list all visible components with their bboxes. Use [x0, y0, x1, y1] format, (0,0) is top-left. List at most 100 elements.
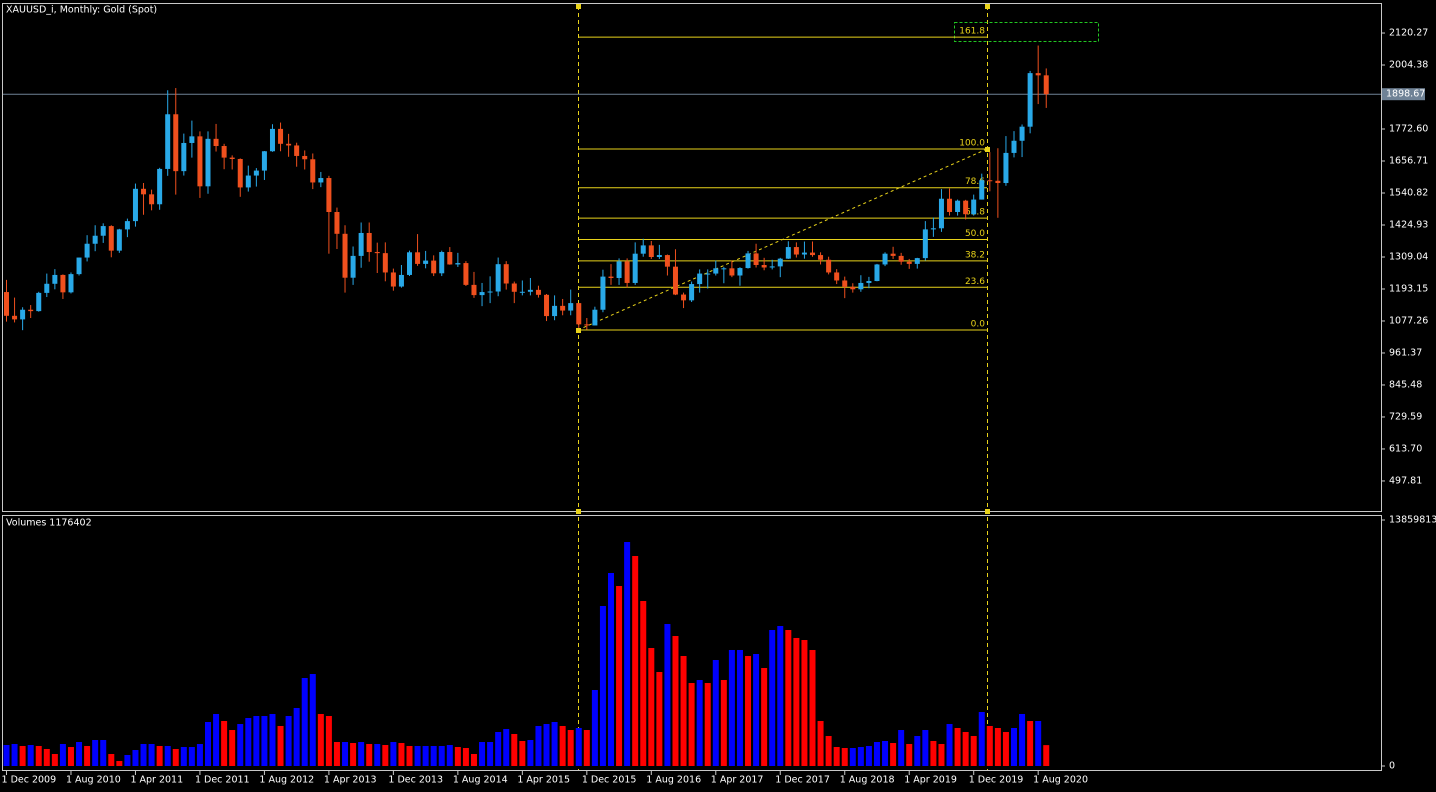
fib-level-label: 38.2: [965, 250, 985, 260]
volume-bar: [632, 555, 639, 766]
candle-body: [189, 136, 195, 143]
candle-body: [947, 198, 953, 212]
volume-bar: [986, 725, 993, 766]
x-tick-label: 1 Dec 2015: [582, 775, 637, 786]
volume-bar: [454, 747, 461, 766]
y-tick-label: 1540.82: [1389, 187, 1428, 198]
current-price-label: 1898.67: [1386, 89, 1425, 100]
candle-body: [407, 252, 412, 275]
candle-body: [987, 180, 993, 182]
candle-body: [656, 255, 662, 257]
current-price-box: [1382, 88, 1425, 101]
x-tick-label: 1 Aug 2020: [1033, 775, 1088, 786]
candle-body: [955, 200, 961, 212]
volume-bar: [132, 750, 139, 766]
candle-body: [423, 260, 429, 264]
candle-body: [552, 305, 558, 317]
volume-bar: [648, 648, 655, 766]
volume-bar: [180, 747, 187, 766]
volume-bar: [591, 689, 598, 766]
volume-bar: [511, 733, 518, 766]
candle-body: [326, 178, 332, 212]
volume-bar: [922, 730, 929, 766]
candle-body: [4, 292, 9, 316]
volume-bar: [11, 743, 18, 766]
volume-bar: [285, 716, 292, 766]
volume-bar: [156, 745, 163, 766]
volume-bar: [406, 745, 413, 766]
y-tick-label: 2004.38: [1389, 60, 1428, 71]
volume-bar: [712, 660, 719, 766]
volume-bar: [753, 654, 760, 766]
x-tick-label: 1 Apr 2011: [130, 775, 183, 786]
y-tick-label: 497.81: [1389, 475, 1422, 486]
volume-bar: [745, 655, 752, 766]
volume-bar: [358, 742, 365, 766]
candle-body: [36, 292, 42, 312]
volume-bar: [390, 742, 397, 766]
volume-bar: [728, 649, 735, 766]
volume-bar: [43, 748, 50, 766]
candle-body: [221, 146, 227, 158]
x-tick-label: 1 Aug 2012: [259, 775, 314, 786]
fib-level-label: 23.6: [965, 277, 985, 287]
candle-body: [116, 229, 122, 251]
price-panel: [2, 3, 1382, 512]
volume-bar: [84, 745, 91, 766]
candle-body: [342, 233, 348, 278]
candle-body: [826, 259, 832, 273]
volume-bar: [205, 721, 211, 766]
volume-bar: [543, 724, 550, 766]
candle-body: [12, 315, 18, 320]
volume-bar: [527, 739, 534, 766]
candle-body: [1019, 126, 1025, 141]
candle-body: [76, 257, 82, 275]
volume-bar: [785, 630, 792, 766]
candle-body: [866, 281, 872, 283]
candle-body: [132, 188, 138, 222]
plot-layer: 2120.27 2004.38 1772.60 1656.71 1540.82 1424.…: [2, 27, 1436, 786]
candle-body: [44, 283, 50, 293]
volume-bar: [599, 605, 606, 766]
volume-bar: [970, 736, 977, 766]
candle-body: [898, 255, 904, 262]
candle-body: [568, 303, 574, 311]
candle-body: [560, 305, 566, 311]
x-tick-label: 1 Dec 2011: [195, 775, 250, 786]
candle-body: [245, 175, 251, 188]
volume-bar: [253, 716, 260, 766]
candle-body: [318, 178, 324, 183]
y-tick-label: 0: [1389, 761, 1395, 772]
volume-bar: [342, 742, 349, 766]
y-tick-label: 961.37: [1389, 347, 1422, 358]
x-tick-label: 1 Aug 2016: [646, 775, 701, 786]
candle-body: [737, 268, 743, 276]
x-tick-label: 1 Dec 2009: [2, 775, 57, 786]
x-tick-label: 1 Dec 2013: [388, 775, 443, 786]
volume-bar: [487, 742, 494, 766]
candle-body: [527, 289, 533, 292]
candle-body: [1027, 73, 1033, 127]
volume-bar: [680, 655, 687, 766]
volume-bar: [221, 721, 228, 766]
candle-body: [600, 276, 606, 310]
candle-body: [882, 253, 888, 265]
volume-bar: [833, 747, 840, 766]
volume-bar: [551, 721, 558, 766]
candle-body: [229, 157, 235, 159]
volume-bar: [817, 721, 824, 766]
volume-bar: [382, 745, 389, 766]
candle-body: [697, 273, 703, 285]
candle-body: [253, 170, 259, 176]
candle-body: [971, 199, 977, 215]
volume-bar: [59, 743, 66, 766]
candle-body: [278, 128, 284, 144]
volume-bar: [1035, 721, 1042, 766]
candle-body: [648, 245, 654, 257]
candle-body: [793, 247, 799, 255]
anchor-handle: [576, 4, 581, 9]
candle-body: [761, 265, 767, 268]
candle-body: [358, 232, 364, 256]
volume-bar: [809, 649, 816, 766]
candle-body: [237, 158, 243, 188]
